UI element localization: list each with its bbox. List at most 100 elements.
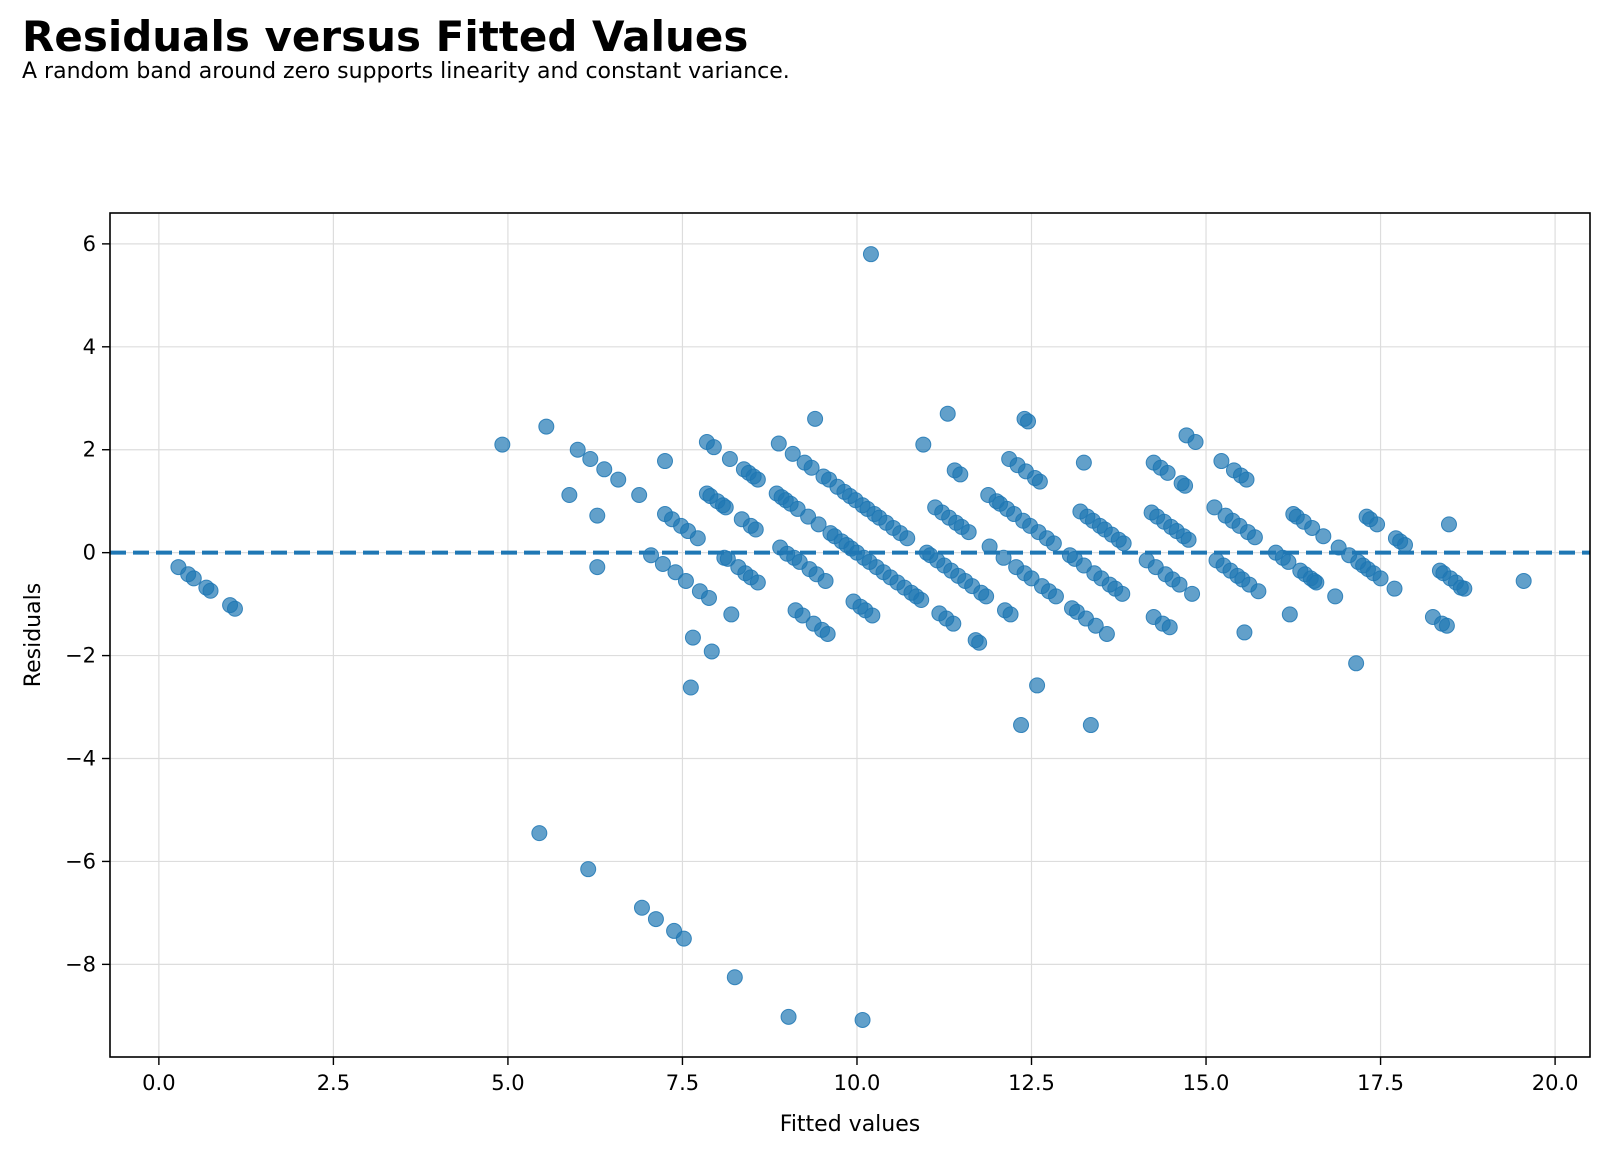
scatter-point (1013, 717, 1030, 734)
axis-ticks: 0.0 2.5 5.0 7.5 10.0 12.5 15.0 17.5 20.0 6 4 2 0 −2 −4… (65, 232, 1578, 1095)
scatter-point (978, 588, 995, 605)
scatter-point (1246, 529, 1263, 546)
scatter-point (596, 461, 613, 478)
grid-lines (110, 213, 1590, 1057)
scatter-point (1515, 572, 1532, 589)
scatter-point (1002, 606, 1019, 623)
scatter-point (1177, 477, 1194, 494)
scatter-point (1098, 625, 1115, 642)
x-tick-label: 20.0 (1532, 1071, 1579, 1095)
scatter-point (580, 861, 597, 878)
scatter-point (1020, 413, 1037, 430)
scatter-point (1161, 619, 1178, 636)
scatter-point (913, 592, 930, 609)
scatter-point (538, 418, 555, 435)
y-tick-label: −8 (65, 952, 96, 976)
scatter-point (1438, 617, 1455, 634)
scatter-point (854, 1011, 871, 1028)
scatter-point (1047, 588, 1064, 605)
scatter-point (810, 516, 827, 533)
scatter-point (1456, 580, 1473, 597)
scatter-point (647, 911, 664, 928)
scatter-point (1236, 624, 1253, 641)
scatter-point (915, 436, 932, 453)
scatter-point (719, 550, 736, 567)
scatter-point (717, 499, 734, 516)
scatter-point (784, 445, 801, 462)
scatter-point (1397, 536, 1413, 553)
chart-title: Residuals versus Fitted Values (22, 12, 749, 61)
scatter-point (569, 441, 586, 458)
scatter-point (770, 435, 787, 452)
scatter-point (1159, 464, 1176, 481)
scatter-point (1087, 617, 1104, 634)
scatter-point (817, 572, 834, 589)
scatter-point (633, 899, 650, 916)
y-tick-label: 0 (83, 541, 96, 565)
scatter-point (1250, 583, 1267, 600)
x-tick-label: 12.5 (1008, 1071, 1055, 1095)
scatter-point (780, 1008, 797, 1025)
y-tick-label: −4 (65, 747, 96, 771)
y-axis-label: Residuals (21, 583, 46, 687)
x-tick-label: 0.0 (142, 1071, 175, 1095)
scatter-point (899, 530, 916, 547)
scatter-point (494, 436, 511, 453)
scatter-point (1315, 528, 1332, 545)
scatter-point (1440, 516, 1457, 533)
scatter-point (749, 574, 766, 591)
scatter-point (721, 450, 738, 467)
scatter-point (1031, 473, 1048, 490)
scatter-point (803, 459, 820, 476)
scatter-point (1348, 655, 1365, 672)
scatter-point (582, 450, 599, 467)
scatter-point (705, 439, 722, 456)
y-tick-label: 2 (83, 438, 96, 462)
scatter-point (1115, 535, 1132, 552)
scatter-point (682, 679, 699, 696)
scatter-point (1213, 453, 1230, 470)
scatter-point (1180, 531, 1197, 548)
scatter-point (726, 969, 743, 986)
scatter-point (807, 410, 824, 427)
scatter-point (1238, 471, 1255, 488)
scatter-point (749, 471, 766, 488)
scatter-point (971, 634, 988, 651)
scatter-point (1045, 535, 1062, 552)
scatter-point (1281, 606, 1298, 623)
scatter-point (684, 629, 701, 646)
scatter-point (631, 487, 648, 504)
plot-area-frame (109, 212, 1591, 1058)
scatter-point (1187, 434, 1204, 451)
scatter-point (939, 405, 956, 422)
scatter-point (1327, 588, 1344, 605)
scatter-point (1075, 454, 1092, 471)
scatter-point (689, 530, 706, 547)
scatter-point (561, 487, 578, 504)
scatter-point (819, 625, 836, 642)
scatter-point (589, 559, 606, 576)
scatter-point (667, 564, 684, 581)
scatter-point (700, 589, 717, 606)
x-tick-label: 10.0 (834, 1071, 881, 1095)
data-points (170, 246, 1532, 1028)
scatter-point (531, 825, 548, 842)
chart-subtitle: A random band around zero supports linea… (22, 59, 790, 84)
x-tick-label: 7.5 (666, 1071, 699, 1095)
scatter-point (794, 607, 811, 624)
scatter-point (1082, 717, 1099, 734)
scatter-point (185, 570, 202, 587)
scatter-point (1171, 576, 1188, 593)
scatter-point (654, 555, 671, 572)
x-tick-label: 15.0 (1183, 1071, 1230, 1095)
scatter-point (862, 246, 879, 263)
scatter-point (723, 606, 740, 623)
scatter-point (1372, 570, 1389, 587)
scatter-point (1114, 585, 1131, 602)
scatter-point (960, 524, 977, 541)
scatter-point (1386, 580, 1403, 597)
scatter-point (677, 572, 694, 589)
scatter-point (864, 607, 881, 624)
scatter-point (747, 521, 764, 538)
